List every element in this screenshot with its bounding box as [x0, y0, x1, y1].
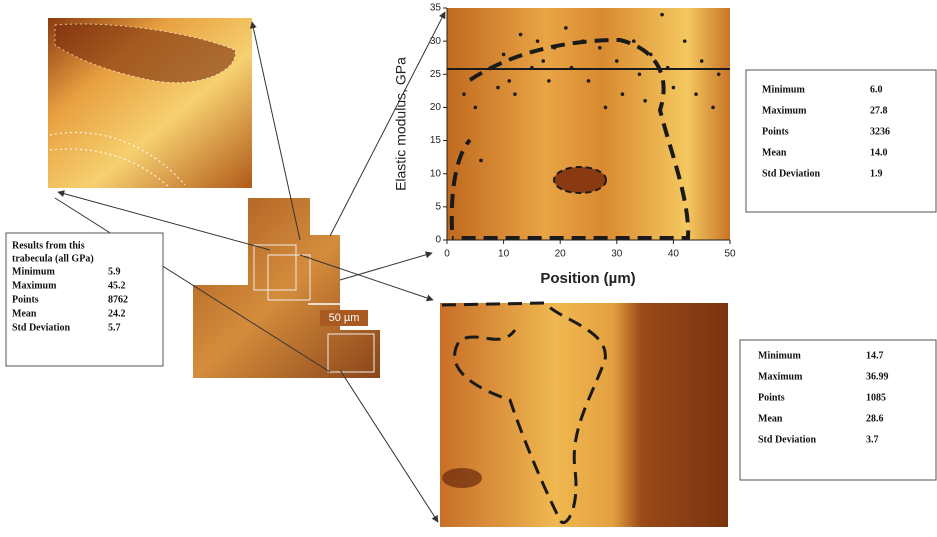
stats-value: 3.7 — [866, 434, 879, 445]
point — [660, 13, 664, 17]
stats-value: 27.8 — [870, 105, 888, 116]
stats-title: trabecula (all GPa) — [12, 253, 94, 264]
region-outline — [554, 167, 606, 193]
point — [632, 39, 636, 43]
point — [587, 79, 591, 83]
point — [581, 39, 585, 43]
stats-label: Std Deviation — [12, 322, 71, 333]
y-tick-label: 10 — [430, 168, 442, 179]
stats-value: 8762 — [108, 294, 128, 305]
point — [490, 66, 494, 70]
stats-value: 3236 — [870, 126, 890, 137]
x-tick-label: 30 — [611, 249, 623, 260]
point — [553, 46, 557, 50]
point — [643, 99, 647, 103]
x-tick-label: 50 — [724, 249, 736, 260]
point — [672, 86, 676, 90]
stats-title: Results from this — [12, 240, 85, 251]
stats-label: Mean — [12, 308, 37, 319]
arrow — [340, 253, 432, 280]
point — [604, 106, 608, 110]
image-plot — [447, 8, 730, 240]
stats-label: Minimum — [758, 350, 801, 361]
point — [694, 92, 698, 96]
y-tick-label: 25 — [430, 69, 442, 80]
point — [615, 59, 619, 63]
stats-label: Std Deviation — [758, 434, 817, 445]
point — [683, 39, 687, 43]
stats-value: 36.99 — [866, 371, 889, 382]
stats-value: 6.0 — [870, 84, 883, 95]
point — [519, 33, 523, 37]
point — [570, 66, 574, 70]
point — [564, 26, 568, 30]
stats-value: 14.7 — [866, 350, 884, 361]
stats-label: Minimum — [762, 84, 805, 95]
stats-label: Maximum — [762, 105, 807, 116]
stats-value: 45.2 — [108, 280, 126, 291]
stats-label: Maximum — [758, 371, 803, 382]
arrow — [330, 12, 445, 236]
x-tick-label: 20 — [555, 249, 567, 260]
stats-value: 14.0 — [870, 147, 888, 158]
stats-label: Std Deviation — [762, 168, 821, 179]
point — [621, 92, 625, 96]
point — [717, 72, 721, 76]
stats-value: 5.9 — [108, 266, 121, 277]
point — [507, 79, 511, 83]
scale-label: 50 µm — [329, 312, 360, 324]
y-tick-label: 15 — [430, 135, 442, 146]
x-tick-label: 0 — [444, 249, 450, 260]
y-tick-label: 20 — [430, 102, 442, 113]
point — [530, 66, 534, 70]
arrow — [340, 370, 438, 522]
y-axis-label: Elastic modulus, GPa — [393, 57, 409, 191]
y-tick-label: 0 — [435, 235, 441, 246]
stats-label: Maximum — [12, 280, 57, 291]
page: 50 µm 0510152025303501020304050 Elastic … — [0, 0, 937, 537]
figure: 50 µm 0510152025303501020304050 Elastic … — [0, 0, 937, 532]
x-axis-label: Position (µm) — [540, 270, 635, 287]
point — [547, 79, 551, 83]
stats-label: Points — [12, 294, 39, 305]
point — [638, 72, 642, 76]
point — [474, 106, 478, 110]
stats-label: Points — [758, 392, 785, 403]
stats-value: 24.2 — [108, 308, 126, 319]
stats-label: Minimum — [12, 266, 55, 277]
y-tick-label: 35 — [430, 3, 442, 14]
image-overview — [193, 198, 380, 378]
point — [666, 66, 670, 70]
point — [649, 53, 653, 57]
y-tick-label: 5 — [435, 201, 441, 212]
stats-value: 1.9 — [870, 168, 883, 179]
stats-value: 28.6 — [866, 413, 884, 424]
point — [513, 92, 517, 96]
dark-spot — [442, 468, 482, 488]
stats-value: 5.7 — [108, 322, 121, 333]
point — [479, 159, 483, 163]
x-tick-label: 10 — [498, 249, 510, 260]
stats-label: Mean — [762, 147, 787, 158]
point — [536, 39, 540, 43]
point — [496, 86, 500, 90]
point — [598, 46, 602, 50]
stats-value: 1085 — [866, 392, 886, 403]
point — [711, 106, 715, 110]
point — [541, 59, 545, 63]
stats-label: Mean — [758, 413, 783, 424]
point — [700, 59, 704, 63]
point — [462, 92, 466, 96]
stats-label: Points — [762, 126, 789, 137]
x-tick-label: 40 — [668, 249, 680, 260]
point — [502, 53, 506, 57]
